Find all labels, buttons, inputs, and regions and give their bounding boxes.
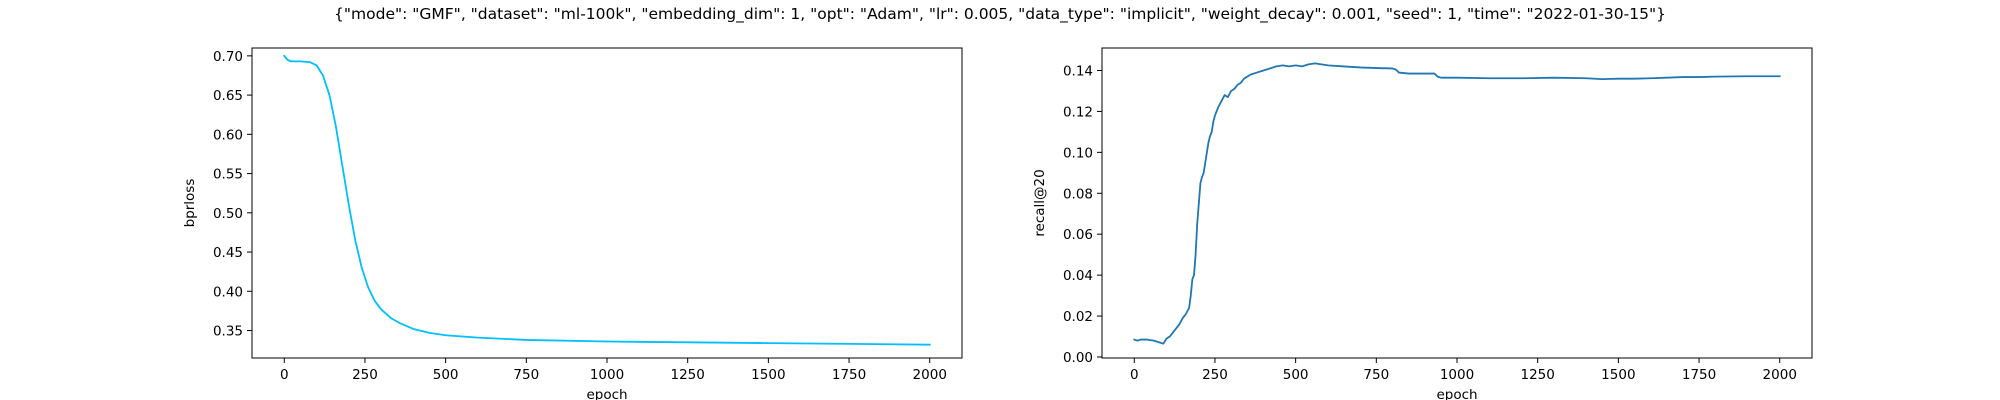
bprloss-chart: 0 250 500 750 1000 1250 1500 1750 2000 0.35 0.40 0.…	[182, 47, 963, 400]
x-tick-label: 250	[1202, 367, 1228, 383]
y-tick-label: 0.40	[213, 284, 243, 300]
x-tick-label: 2000	[913, 367, 947, 383]
y-tick-label: 0.45	[213, 245, 243, 261]
x-tick-label: 1750	[1682, 367, 1716, 383]
y-tick-label: 0.60	[213, 127, 243, 143]
x-tick-label: 1000	[590, 367, 624, 383]
plot-frame	[1101, 47, 1813, 359]
x-axis-label: epoch	[586, 387, 627, 400]
x-tick-label: 500	[1283, 367, 1309, 383]
y-tick-label: 0.14	[1063, 64, 1093, 80]
y-tick-label: 0.55	[213, 167, 243, 183]
recall-chart: 0 250 500 750 1000 1250 1500 1750 2000 0.00 0.02 0.…	[1032, 47, 1813, 400]
y-tick-label: 0.50	[213, 206, 243, 222]
x-tick-label: 1000	[1440, 367, 1474, 383]
y-tick-label: 0.06	[1063, 227, 1093, 243]
x-axis-label: epoch	[1436, 387, 1477, 400]
x-tick-label: 750	[1363, 367, 1389, 383]
series-line	[1133, 62, 1781, 345]
y-tick-label: 0.04	[1063, 268, 1093, 284]
x-tick-label: 500	[433, 367, 459, 383]
x-tick-label: 1500	[1601, 367, 1635, 383]
x-tick-label: 1500	[751, 367, 785, 383]
x-tick-label: 0	[280, 367, 289, 383]
y-tick-label: 0.12	[1063, 104, 1093, 120]
x-tick-label: 1250	[1521, 367, 1555, 383]
series-line	[283, 54, 931, 346]
y-tick-label: 0.35	[213, 324, 243, 340]
y-axis-label: bprloss	[182, 179, 198, 228]
y-axis-label: recall@20	[1032, 169, 1048, 236]
y-tick-label: 0.02	[1063, 309, 1093, 325]
y-tick-label: 0.70	[213, 49, 243, 65]
x-tick-label: 0	[1130, 367, 1139, 383]
y-tick-label: 0.00	[1063, 350, 1093, 366]
figure-title: {"mode": "GMF", "dataset": "ml-100k", "e…	[334, 5, 1666, 23]
plot-frame	[251, 47, 963, 359]
y-tick-label: 0.65	[213, 88, 243, 104]
y-tick-label: 0.08	[1063, 186, 1093, 202]
y-tick-label: 0.10	[1063, 145, 1093, 161]
x-tick-label: 2000	[1763, 367, 1797, 383]
x-tick-label: 1250	[671, 367, 705, 383]
x-tick-label: 250	[352, 367, 378, 383]
x-tick-label: 1750	[832, 367, 866, 383]
x-tick-label: 750	[513, 367, 539, 383]
